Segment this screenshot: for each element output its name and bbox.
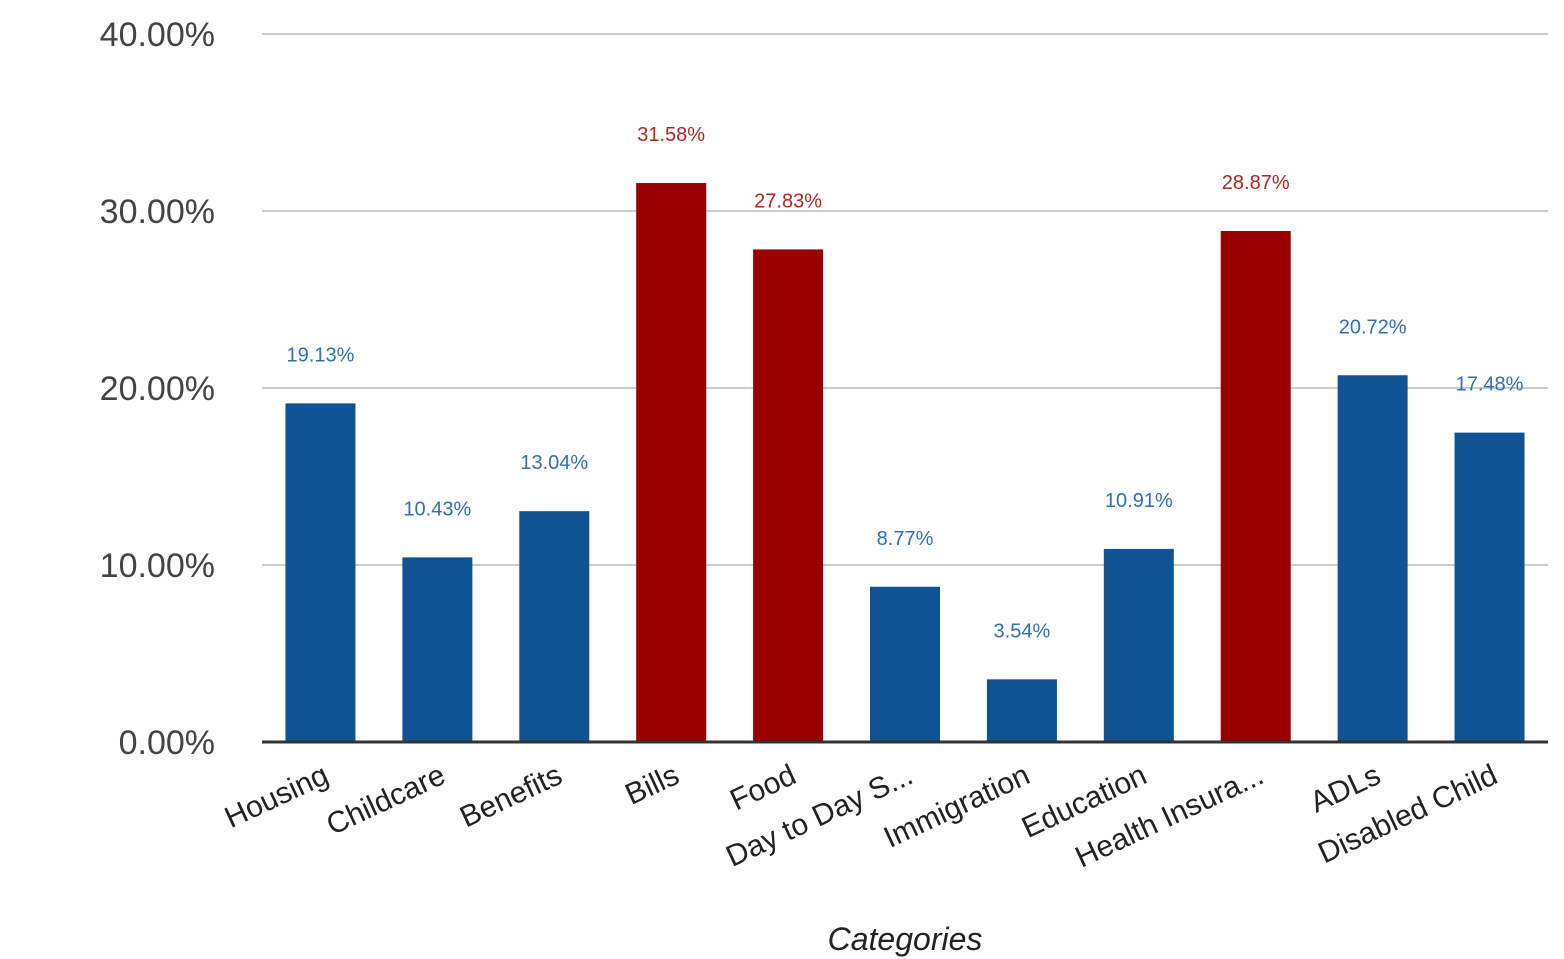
y-tick-label: 30.00% xyxy=(100,193,215,231)
value-labels: 19.13% 10.43% 13.04% 31.58% 27.83% 8.77% 3.54%… xyxy=(287,124,1524,642)
bar-childcare xyxy=(402,557,473,742)
bar-immigration xyxy=(986,679,1057,742)
data-label: 10.43% xyxy=(403,498,471,520)
data-label: 17.48% xyxy=(1456,374,1524,396)
bar-food xyxy=(753,249,824,742)
x-tick-label: Childcare xyxy=(322,758,451,841)
bar-bills xyxy=(636,183,707,742)
gridlines xyxy=(262,33,1548,566)
y-tick-label: 10.00% xyxy=(100,547,215,585)
data-label: 3.54% xyxy=(994,620,1051,642)
y-tick-label: 40.00% xyxy=(100,16,215,54)
x-tick-label: Benefits xyxy=(455,758,567,834)
x-tick-label: Food xyxy=(725,758,801,817)
bar-education xyxy=(1103,548,1174,742)
bars xyxy=(285,183,1525,742)
x-tick-label: Housing xyxy=(220,758,334,834)
bar-day-to-day-s xyxy=(870,586,940,742)
y-tick-label: 0.00% xyxy=(119,724,215,762)
x-tick-label: Bills xyxy=(620,758,684,811)
data-label: 8.77% xyxy=(877,528,934,550)
data-label: 27.83% xyxy=(754,190,822,212)
data-label: 19.13% xyxy=(287,344,355,366)
data-label: 31.58% xyxy=(637,124,705,146)
bar-disabled-child xyxy=(1454,432,1525,742)
bar-adls xyxy=(1337,375,1408,742)
x-axis-title: Categories xyxy=(828,921,983,957)
y-tick-label: 20.00% xyxy=(100,370,215,408)
bar-health-insura xyxy=(1220,231,1291,742)
data-label: 13.04% xyxy=(520,452,588,474)
y-axis-ticks: 0.00% 10.00% 20.00% 30.00% 40.00% xyxy=(100,16,215,762)
bar-benefits xyxy=(519,511,590,742)
x-tick-label: ADLs xyxy=(1305,758,1385,819)
data-label: 28.87% xyxy=(1222,172,1290,194)
bar-housing xyxy=(285,403,356,742)
data-label: 20.72% xyxy=(1339,316,1407,338)
data-label: 10.91% xyxy=(1105,490,1173,512)
